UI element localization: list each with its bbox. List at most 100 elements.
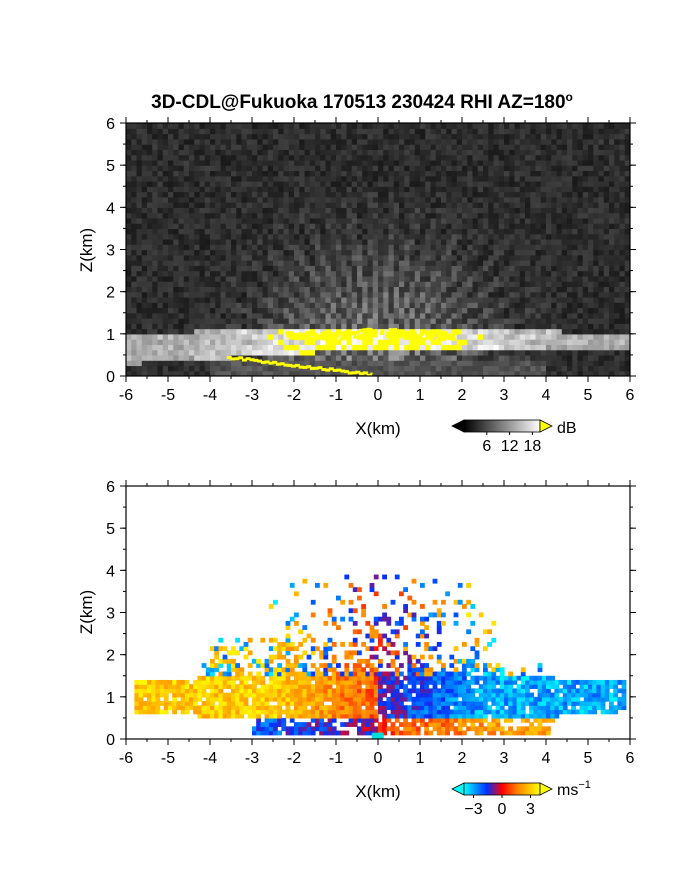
heatmap-cell — [614, 165, 621, 172]
heatmap-cell — [414, 165, 421, 172]
heatmap-cell — [378, 223, 384, 230]
heatmap-cell — [493, 233, 500, 240]
heatmap-cell — [304, 296, 311, 303]
heatmap-cell — [304, 349, 311, 356]
heatmap-cell — [346, 349, 353, 356]
heatmap-cell — [519, 233, 526, 240]
heatmap-cell — [383, 360, 390, 367]
heatmap-cell — [236, 323, 243, 330]
heatmap-cell — [357, 228, 363, 235]
heatmap-cell — [551, 233, 558, 240]
heatmap-cell — [299, 170, 306, 177]
heatmap-cell — [231, 175, 237, 182]
heatmap-cell — [178, 186, 185, 193]
heatmap-cell — [168, 323, 174, 330]
heatmap-cell — [409, 165, 416, 172]
heatmap-cell — [588, 165, 594, 172]
heatmap-cell — [136, 223, 143, 230]
heatmap-cell — [483, 159, 489, 166]
heatmap-cell — [309, 191, 316, 198]
heatmap-cell — [136, 159, 143, 166]
heatmap-cell — [451, 123, 458, 129]
heatmap-cell — [619, 233, 626, 240]
heatmap-cell — [267, 223, 274, 230]
heatmap-cell — [241, 333, 248, 340]
heatmap-cell — [441, 154, 447, 161]
heatmap-cell — [162, 170, 169, 177]
heatmap-cell — [556, 133, 563, 140]
heatmap-cell — [567, 191, 573, 198]
heatmap-cell — [367, 133, 374, 140]
heatmap-cell — [168, 244, 174, 251]
heatmap-cell — [283, 307, 290, 314]
heatmap-cell — [462, 254, 468, 261]
heatmap-cell — [414, 339, 421, 345]
heatmap-cell — [283, 254, 290, 261]
heatmap-cell — [278, 365, 285, 372]
heatmap-cell — [519, 286, 526, 293]
heatmap-cell — [456, 180, 463, 187]
heatmap-cell — [220, 360, 227, 367]
saturated-cell — [328, 337, 333, 341]
heatmap-cell — [283, 291, 290, 298]
heatmap-cell — [451, 223, 458, 230]
heatmap-cell — [241, 349, 248, 356]
heatmap-cell — [624, 260, 630, 266]
heatmap-cell — [299, 175, 306, 182]
heatmap-cell — [435, 228, 442, 235]
heatmap-cell — [199, 144, 206, 150]
heatmap-cell — [304, 307, 311, 314]
heatmap-cell — [246, 138, 253, 145]
heatmap-cell — [446, 254, 453, 261]
heatmap-cell — [467, 138, 474, 145]
heatmap-cell — [504, 354, 510, 361]
heatmap-cell — [514, 128, 521, 135]
heatmap-cell — [572, 202, 579, 208]
heatmap-cell — [414, 123, 421, 129]
heatmap-cell — [330, 249, 337, 256]
heatmap-cell — [346, 296, 353, 303]
heatmap-cell — [420, 249, 426, 256]
heatmap-cell — [294, 344, 300, 351]
heatmap-cell — [320, 180, 327, 187]
heatmap-cell — [404, 228, 411, 235]
heatmap-cell — [598, 302, 605, 309]
heatmap-cell — [231, 170, 237, 177]
heatmap-cell — [530, 318, 537, 324]
heatmap-cell — [283, 159, 290, 166]
heatmap-cell — [609, 180, 615, 187]
heatmap-cell — [519, 149, 526, 156]
heatmap-cell — [430, 186, 437, 193]
heatmap-cell — [404, 196, 411, 203]
heatmap-cell — [315, 281, 321, 287]
heatmap-cell — [582, 207, 589, 214]
heatmap-cell — [572, 275, 579, 282]
x-tick-label: 4 — [542, 387, 551, 404]
heatmap-cell — [304, 138, 311, 145]
heatmap-cell — [483, 175, 489, 182]
heatmap-cell — [304, 281, 311, 287]
saturated-cell — [437, 335, 442, 339]
heatmap-cell — [183, 339, 190, 345]
heatmap-cell — [294, 307, 300, 314]
heatmap-cell — [603, 323, 610, 330]
heatmap-cell — [514, 344, 521, 351]
heatmap-cell — [178, 180, 185, 187]
heatmap-cell — [598, 281, 605, 287]
heatmap-cell — [183, 323, 190, 330]
heatmap-cell — [488, 175, 495, 182]
heatmap-cell — [330, 228, 337, 235]
heatmap-cell — [493, 344, 500, 351]
heatmap-cell — [246, 170, 253, 177]
heatmap-cell — [577, 370, 584, 376]
heatmap-cell — [173, 344, 180, 351]
heatmap-cell — [288, 138, 295, 145]
heatmap-cell — [556, 212, 563, 219]
heatmap-cell — [504, 186, 510, 193]
heatmap-cell — [372, 191, 379, 198]
heatmap-cell — [603, 223, 610, 230]
heatmap-cell — [309, 212, 316, 219]
heatmap-cell — [325, 170, 332, 177]
heatmap-cell — [462, 180, 468, 187]
heatmap-cell — [131, 170, 138, 177]
